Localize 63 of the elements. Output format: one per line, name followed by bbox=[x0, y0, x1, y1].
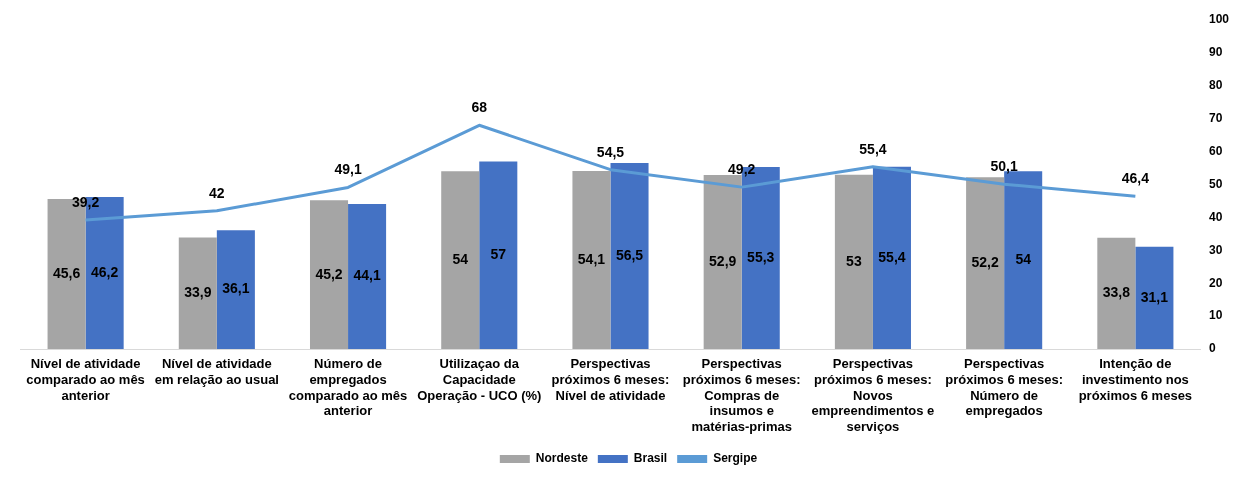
legend-label: Sergipe bbox=[713, 451, 758, 466]
y-tick-label: 60 bbox=[1208, 143, 1223, 158]
y-tick-label: 90 bbox=[1208, 45, 1223, 60]
bar bbox=[216, 230, 255, 349]
data-label: 36,1 bbox=[222, 280, 250, 297]
bar bbox=[1097, 237, 1136, 349]
data-label: 56,5 bbox=[615, 246, 644, 263]
data-label: 45,2 bbox=[315, 265, 343, 282]
data-label: 68 bbox=[471, 99, 488, 116]
data-label: 54,1 bbox=[577, 250, 606, 267]
x-tick-label: Nível de atividade comparado ao mês anterior bbox=[26, 356, 145, 403]
x-tick-label: Nível de atividade em relação ao usual bbox=[154, 356, 279, 387]
data-label: 52,9 bbox=[709, 252, 737, 269]
bar bbox=[479, 161, 518, 349]
data-label: 55,4 bbox=[878, 248, 906, 265]
bar bbox=[610, 163, 649, 349]
y-tick-label: 30 bbox=[1208, 242, 1223, 257]
y-tick-label: 70 bbox=[1208, 111, 1223, 126]
y-tick-label: 40 bbox=[1208, 209, 1223, 224]
y-tick-label: 100 bbox=[1208, 12, 1230, 27]
bar bbox=[834, 174, 873, 349]
bar bbox=[178, 237, 217, 349]
data-label: 49,2 bbox=[728, 160, 756, 177]
y-tick-label: 0 bbox=[1208, 341, 1216, 356]
data-label: 50,1 bbox=[990, 158, 1018, 175]
x-tick-label: Intenção de investimento nos próximos 6 meses bbox=[1078, 356, 1193, 403]
data-label: 54,5 bbox=[596, 143, 625, 160]
legend-label: Nordeste bbox=[535, 451, 589, 466]
legend-label: Brasil bbox=[633, 451, 668, 466]
data-label: 46,4 bbox=[1121, 170, 1150, 187]
bar bbox=[310, 200, 349, 349]
data-label: 53 bbox=[846, 252, 862, 269]
data-label: 54 bbox=[452, 251, 469, 268]
x-tick-label: Número de empregados comparado ao mês anterior bbox=[288, 356, 408, 419]
x-tick-label: Perspectivas próximos 6 meses: Novos empreendimentos e serviços bbox=[811, 356, 935, 434]
data-label: 55,3 bbox=[747, 248, 775, 265]
data-label: 45,6 bbox=[52, 264, 81, 281]
bar bbox=[572, 171, 611, 349]
data-label: 33,9 bbox=[184, 284, 212, 301]
bar bbox=[348, 203, 387, 349]
y-tick-label: 20 bbox=[1208, 275, 1223, 290]
data-label: 52,2 bbox=[971, 253, 999, 270]
data-label: 46,2 bbox=[91, 263, 119, 280]
data-label: 57 bbox=[490, 246, 507, 263]
data-label: 54 bbox=[1015, 251, 1032, 268]
data-label: 49,1 bbox=[334, 161, 362, 178]
data-label: 42 bbox=[209, 184, 225, 201]
x-tick-label: Utilizaçao da Capacidade Operação - UCO (%) bbox=[417, 356, 542, 403]
y-tick-label: 10 bbox=[1208, 308, 1223, 323]
data-label: 39,2 bbox=[71, 193, 100, 210]
data-label: 33,8 bbox=[1102, 284, 1131, 301]
x-tick-label: Perspectivas próximos 6 meses: Número de empregados bbox=[945, 356, 1064, 419]
bar bbox=[1135, 246, 1174, 349]
bar bbox=[441, 171, 480, 349]
data-label: 31,1 bbox=[1140, 288, 1169, 305]
x-tick-label: Perspectivas próximos 6 meses: Compras de insumos e matérias-primas bbox=[682, 356, 801, 434]
data-label: 44,1 bbox=[353, 267, 381, 284]
bar bbox=[966, 177, 1005, 349]
bar bbox=[872, 166, 911, 349]
x-tick-label: Perspectivas próximos 6 meses: Nível de atividade bbox=[551, 356, 670, 403]
y-tick-label: 80 bbox=[1208, 78, 1223, 93]
y-tick-label: 50 bbox=[1208, 176, 1223, 191]
data-label: 55,4 bbox=[859, 140, 887, 157]
